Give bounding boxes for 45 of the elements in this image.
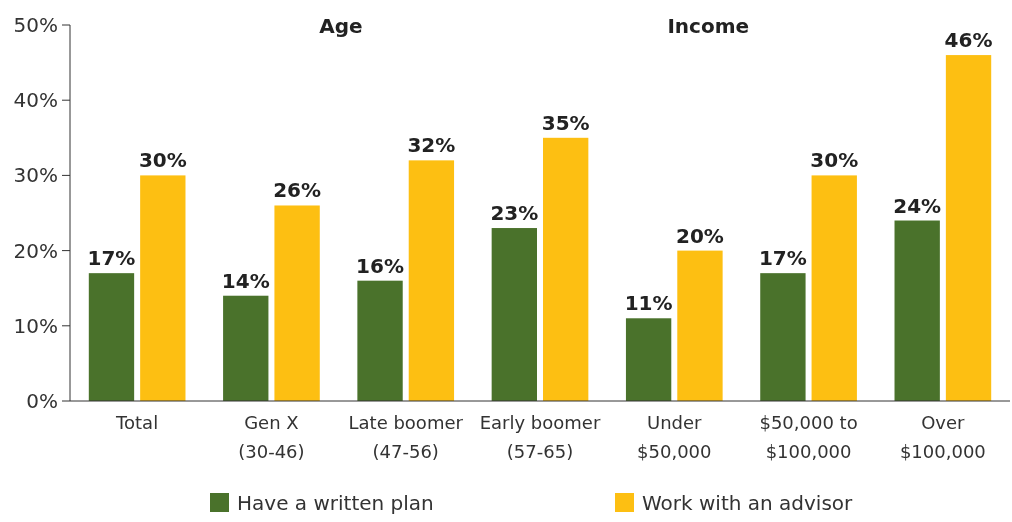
data-label: 14% <box>221 268 270 293</box>
x-tick-label: Late boomer (47-56) <box>348 412 464 462</box>
bar <box>677 250 723 401</box>
data-label: 17% <box>758 246 807 271</box>
data-label: 16% <box>356 253 404 278</box>
data-label: 26% <box>273 178 322 203</box>
y-tick-label: 50% <box>13 13 58 37</box>
data-label: 32% <box>407 133 456 158</box>
bar <box>408 160 455 401</box>
data-label: 20% <box>676 223 724 248</box>
legend-label: Work with an advisor <box>642 491 854 515</box>
bar <box>543 137 589 401</box>
bar <box>357 280 403 401</box>
x-tick-label: Early boomer (57-65) <box>479 412 601 462</box>
x-tick-label: Total <box>115 412 159 433</box>
x-tick-label: $50,000 to $100,000 <box>759 412 858 462</box>
data-label: 23% <box>490 201 539 226</box>
bar <box>491 228 537 401</box>
x-tick-label: Under $50,000 <box>637 412 712 462</box>
bar <box>274 205 320 401</box>
bar <box>894 220 940 401</box>
data-label: 35% <box>541 110 590 135</box>
data-label: 17% <box>87 246 136 271</box>
legend-label: Have a written plan <box>237 491 434 515</box>
data-label: 30% <box>138 148 187 173</box>
y-tick-label: 40% <box>13 88 58 113</box>
bar <box>140 175 186 401</box>
x-tick-label: Over $100,000 <box>899 412 986 462</box>
annotation: Income <box>667 14 750 38</box>
bar <box>625 318 672 401</box>
y-tick-label: 30% <box>13 163 58 188</box>
bar <box>945 55 992 401</box>
y-tick-label: 0% <box>26 389 58 413</box>
y-tick-label: 20% <box>13 238 58 263</box>
bar <box>760 273 806 401</box>
x-tick-label: Gen X (30-46) <box>238 412 305 462</box>
data-label: 30% <box>810 148 859 173</box>
bar <box>223 295 269 401</box>
data-label: 24% <box>893 193 942 218</box>
bar <box>88 273 135 401</box>
data-label: 46% <box>944 28 993 53</box>
data-label: 11% <box>624 291 673 316</box>
annotation: Age <box>319 14 363 38</box>
bar <box>811 175 857 401</box>
y-tick-label: 10% <box>13 313 58 338</box>
